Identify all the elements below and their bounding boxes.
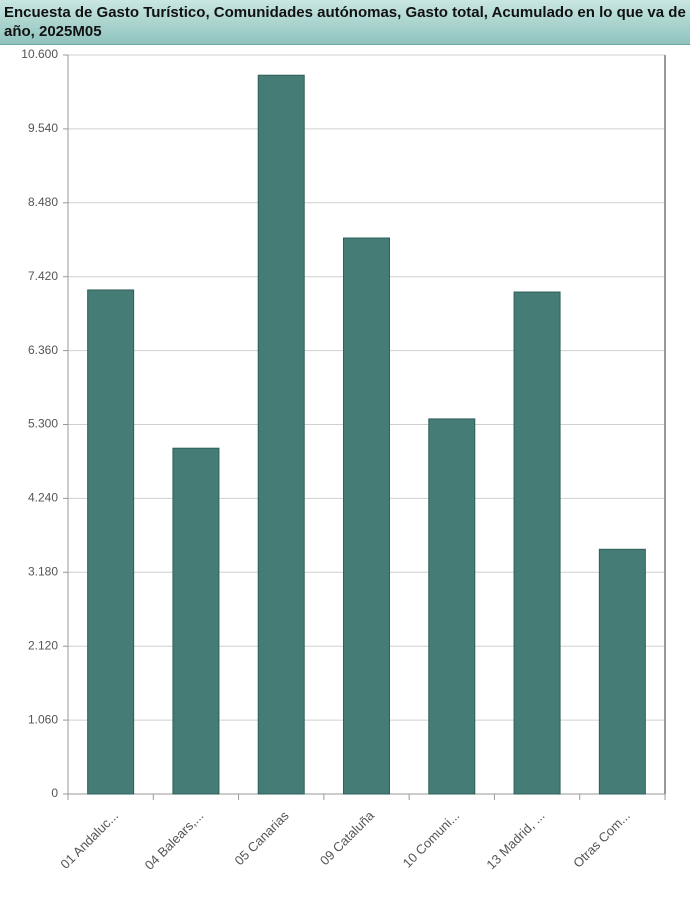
bar bbox=[513, 291, 561, 795]
x-tick-label: 05 Canarias bbox=[232, 808, 293, 869]
x-tick-label: 01 Andaluc... bbox=[57, 808, 121, 872]
bar bbox=[343, 237, 390, 795]
x-tick-label: 10 Comuni... bbox=[400, 808, 463, 871]
y-tick-label: 2.120 bbox=[28, 638, 58, 652]
y-tick-label: 0 bbox=[51, 786, 58, 800]
y-tick-label: 8.480 bbox=[28, 195, 58, 209]
bar bbox=[598, 548, 646, 795]
y-tick-label: 9.540 bbox=[28, 121, 58, 135]
bar bbox=[428, 418, 476, 795]
y-tick-label: 10.600 bbox=[21, 47, 58, 61]
y-tick-label: 4.240 bbox=[28, 491, 58, 505]
bar bbox=[172, 447, 220, 795]
y-tick-label: 6.360 bbox=[28, 343, 58, 357]
y-tick-label: 3.180 bbox=[28, 564, 58, 578]
x-tick-label: 09 Cataluña bbox=[317, 807, 378, 868]
y-tick-label: 7.420 bbox=[28, 269, 58, 283]
bar bbox=[87, 289, 135, 795]
x-tick-label: Otras Com... bbox=[570, 808, 633, 871]
y-tick-label: 5.300 bbox=[28, 417, 58, 431]
chart-title: Encuesta de Gasto Turístico, Comunidades… bbox=[0, 0, 690, 45]
bar bbox=[257, 74, 305, 795]
x-tick-label: 13 Madrid, ... bbox=[483, 808, 547, 872]
y-tick-label: 1.060 bbox=[28, 712, 58, 726]
x-tick-label: 04 Balears,... bbox=[142, 808, 207, 873]
